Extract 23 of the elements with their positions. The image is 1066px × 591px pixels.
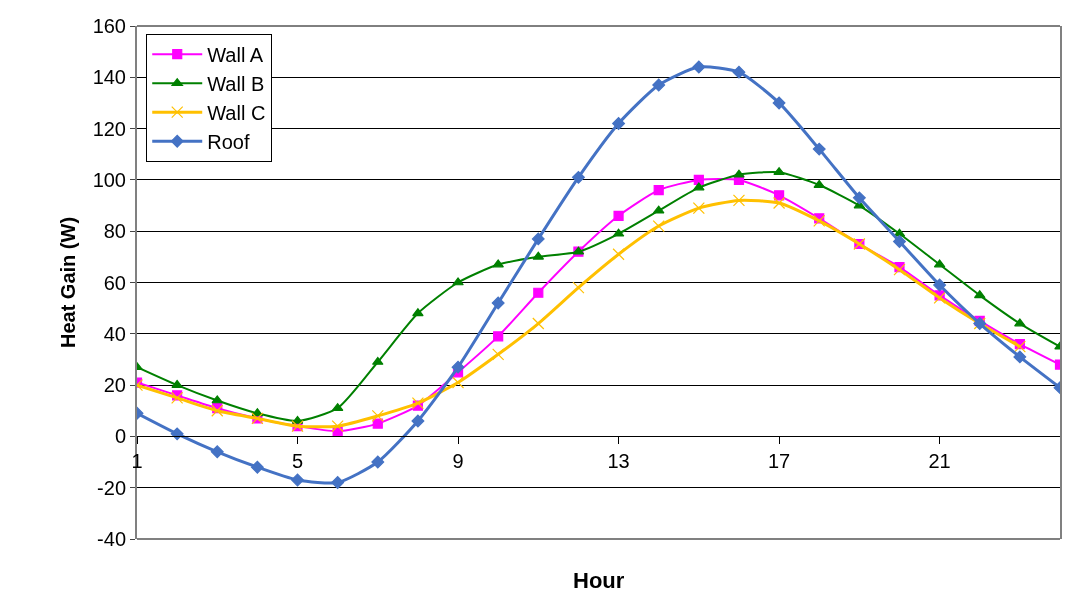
y-tick-label: -40 [97,528,126,550]
x-tick-label: 5 [291,450,304,473]
y-tick-label: -20 [97,476,126,499]
y-tick-label: 40 [103,322,126,345]
x-tick-label: 17 [767,450,791,473]
y-tick-label: 100 [92,168,126,191]
legend-label: Roof [207,130,250,153]
y-tick-label: 60 [103,271,126,294]
x-tick-label: 21 [928,450,951,473]
x-tick-label: 1 [131,450,143,473]
legend-label: Wall C [207,102,266,124]
y-tick-label: 80 [103,220,126,243]
y-tick-label: 120 [92,117,126,140]
y-tick-label: 20 [103,374,126,397]
y-tick-label: 0 [114,425,126,448]
y-tick-label: 140 [92,66,126,89]
x-tick-label: 13 [607,450,630,473]
legend-label: Wall B [207,72,265,95]
y-axis-title: Heat Gain (W) [56,216,79,349]
x-axis-title: Hour [573,568,625,591]
legend-label: Wall A [207,43,264,66]
y-tick-label: 160 [92,15,126,37]
x-tick-label: 9 [452,450,464,473]
